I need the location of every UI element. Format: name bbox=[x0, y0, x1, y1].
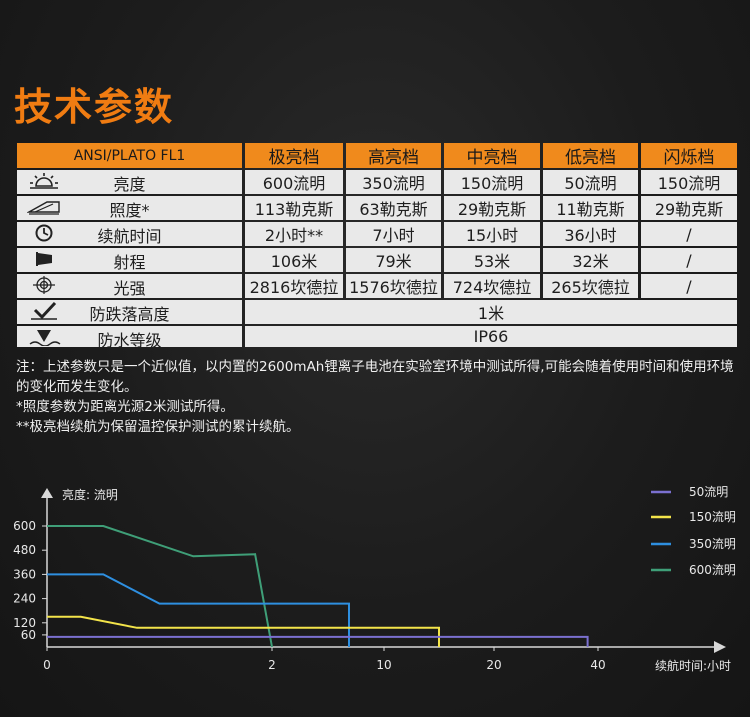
impact-resistance-icon bbox=[31, 302, 57, 320]
spec-table-header-row: ANSI/PLATO FL1 极亮档 高亮档 中亮档 低亮档 闪烁档 bbox=[17, 143, 737, 168]
value-cell: 11勒克斯 bbox=[543, 196, 638, 220]
row-label-cell: 射程 bbox=[17, 248, 242, 272]
table-row: 射程 106米 79米 53米 32米 / bbox=[17, 248, 737, 272]
span-value-cell: 1米 bbox=[245, 300, 737, 324]
value-cell: 106米 bbox=[245, 248, 343, 272]
value-cell: 350流明 bbox=[346, 170, 441, 194]
value-cell: 1576坎德拉 bbox=[346, 274, 441, 298]
value-cell: / bbox=[641, 222, 737, 246]
value-cell: 63勒克斯 bbox=[346, 196, 441, 220]
value-cell: 265坎德拉 bbox=[543, 274, 638, 298]
y-tick-label: 480 bbox=[13, 543, 36, 557]
value-cell: 7小时 bbox=[346, 222, 441, 246]
table-row: 续航时间 2小时** 7小时 15小时 36小时 / bbox=[17, 222, 737, 246]
row-label-cell: 照度* bbox=[17, 196, 242, 220]
runtime-clock-icon bbox=[35, 224, 53, 242]
row-label: 续航时间 bbox=[97, 227, 162, 246]
x-tick-label: 20 bbox=[486, 658, 501, 672]
legend-label: 50流明 bbox=[689, 485, 728, 499]
y-tick-label: 240 bbox=[13, 592, 36, 606]
value-cell: 32米 bbox=[543, 248, 638, 272]
x-tick-label: 0 bbox=[43, 658, 51, 672]
y-axis-arrow bbox=[41, 488, 53, 498]
x-tick-label: 40 bbox=[590, 658, 605, 672]
series-line bbox=[47, 635, 589, 647]
x-axis-arrow bbox=[714, 641, 726, 653]
y-tick-label: 360 bbox=[13, 567, 36, 581]
value-cell: 53米 bbox=[444, 248, 540, 272]
value-cell: 2816坎德拉 bbox=[245, 274, 343, 298]
y-tick-label: 60 bbox=[21, 628, 36, 642]
row-label: 照度* bbox=[109, 201, 150, 220]
table-row: 防跌落高度 1米 bbox=[17, 300, 737, 324]
y-tick-label: 120 bbox=[13, 616, 36, 630]
row-label: 防水等级 bbox=[97, 331, 162, 350]
span-value-cell: IP66 bbox=[245, 326, 737, 347]
row-label-cell: 续航时间 bbox=[17, 222, 242, 246]
row-label-cell: 光强 bbox=[17, 274, 242, 298]
row-label-cell: 防跌落高度 bbox=[17, 300, 242, 324]
header-strobe: 闪烁档 bbox=[641, 143, 737, 168]
series-line bbox=[47, 615, 440, 647]
note-text: *照度参数为距离光源2米测试所得。 bbox=[16, 399, 234, 415]
header-mid: 中亮档 bbox=[444, 143, 540, 168]
y-axis-label: 亮度: 流明 bbox=[62, 487, 118, 502]
header-low: 低亮档 bbox=[543, 143, 638, 168]
legend-label: 600流明 bbox=[689, 563, 736, 577]
x-tick-label: 10 bbox=[376, 658, 391, 672]
intensity-target-icon bbox=[33, 276, 55, 294]
value-cell: 150流明 bbox=[641, 170, 737, 194]
row-label-cell: 防水等级 bbox=[17, 326, 242, 350]
row-label-cell: 亮度 bbox=[17, 170, 242, 194]
row-label: 光强 bbox=[113, 279, 146, 298]
value-cell: 29勒克斯 bbox=[641, 196, 737, 220]
table-row: 防水等级 IP66 bbox=[17, 326, 737, 350]
table-row: 亮度 600流明 350流明 150流明 50流明 150流明 bbox=[17, 170, 737, 194]
value-cell: 50流明 bbox=[543, 170, 638, 194]
row-label: 亮度 bbox=[113, 175, 146, 194]
value-cell: 36小时 bbox=[543, 222, 638, 246]
x-axis-label: 续航时间:小时 bbox=[655, 658, 731, 673]
notes: 注：上述参数只是一个近似值，以内置的2600mAh锂离子电池在实验室环境中测试所… bbox=[16, 357, 736, 437]
value-cell: 79米 bbox=[346, 248, 441, 272]
row-label: 射程 bbox=[113, 253, 146, 272]
series-line bbox=[47, 525, 273, 648]
value-cell: 15小时 bbox=[444, 222, 540, 246]
x-tick-label: 2 bbox=[268, 658, 276, 672]
note-text: 注：上述参数只是一个近似值，以内置的2600mAh锂离子电池在实验室环境中测试所… bbox=[16, 359, 734, 395]
value-cell: 29勒克斯 bbox=[444, 196, 540, 220]
illuminance-icon bbox=[27, 201, 60, 215]
table-row: 照度* 113勒克斯 63勒克斯 29勒克斯 11勒克斯 29勒克斯 bbox=[17, 196, 737, 220]
note-text: **极亮档续航为保留温控保护测试的累计续航。 bbox=[16, 419, 300, 435]
value-cell: 113勒克斯 bbox=[245, 196, 343, 220]
legend-label: 150流明 bbox=[689, 510, 736, 524]
value-cell: 150流明 bbox=[444, 170, 540, 194]
series-line bbox=[47, 573, 350, 647]
legend-label: 350流明 bbox=[689, 537, 736, 551]
value-cell: / bbox=[641, 248, 737, 272]
waterproof-icon bbox=[29, 330, 61, 346]
value-cell: 724坎德拉 bbox=[444, 274, 540, 298]
brightness-icon bbox=[30, 173, 58, 189]
spec-table: ANSI/PLATO FL1 极亮档 高亮档 中亮档 低亮档 闪烁档 亮度 60… bbox=[14, 141, 740, 350]
value-cell: 600流明 bbox=[245, 170, 343, 194]
row-label: 防跌落高度 bbox=[89, 305, 170, 324]
header-turbo: 极亮档 bbox=[245, 143, 343, 168]
beam-distance-icon bbox=[36, 252, 52, 266]
value-cell: 2小时** bbox=[245, 222, 343, 246]
table-row: 光强 2816坎德拉 1576坎德拉 724坎德拉 265坎德拉 / bbox=[17, 274, 737, 298]
header-mode-label: ANSI/PLATO FL1 bbox=[17, 143, 242, 168]
page-title: 技术参数 bbox=[14, 85, 175, 129]
y-tick-label: 600 bbox=[13, 519, 36, 533]
value-cell: / bbox=[641, 274, 737, 298]
header-high: 高亮档 bbox=[346, 143, 441, 168]
